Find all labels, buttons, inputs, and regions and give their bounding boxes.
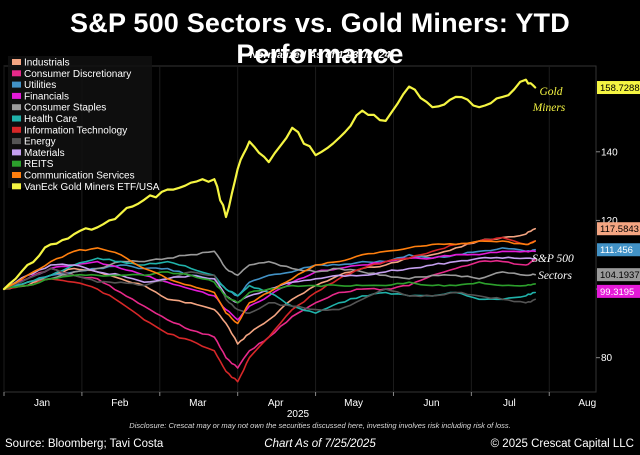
annotation-sp500-line1: S&P 500 <box>532 253 574 265</box>
series-line-consumer-staples <box>3 250 536 290</box>
legend-label: REITS <box>24 159 54 170</box>
end-label-box <box>597 268 640 282</box>
x-tick-label: Jun <box>423 398 439 409</box>
legend-swatch <box>12 160 21 167</box>
disclosure-text: Disclosure: Crescat may or may not own t… <box>129 421 511 430</box>
footer-as-of: Chart As of 7/25/2025 <box>264 438 376 450</box>
y-tick-label: 80 <box>601 353 613 364</box>
x-tick-label: May <box>344 398 363 409</box>
legend-swatch <box>12 183 21 190</box>
legend-swatch <box>12 92 21 99</box>
legend-swatch <box>12 149 21 156</box>
series-line-reits <box>3 271 536 304</box>
x-tick-label: Mar <box>189 398 207 409</box>
series-line-information-technology <box>3 236 536 383</box>
legend-label: Health Care <box>24 114 78 125</box>
chart-title: S&P 500 Sectors vs. Gold Miners: YTD Per… <box>70 8 570 69</box>
x-tick-label: Jul <box>503 398 516 409</box>
annotation-gold-line1: Gold <box>540 86 563 98</box>
series-line-energy <box>3 267 536 314</box>
series-line-materials <box>3 256 536 304</box>
x-tick-label: Aug <box>578 398 596 409</box>
legend-swatch <box>12 115 21 122</box>
end-label-box <box>597 222 640 236</box>
legend-label: Energy <box>24 137 56 148</box>
legend-swatch <box>12 59 21 65</box>
x-tick-label: Jan <box>34 398 50 409</box>
end-label-box <box>597 284 640 298</box>
legend-label: VanEck Gold Miners ETF/USA <box>24 182 160 193</box>
end-label-text: 158.7288 <box>600 83 640 94</box>
y-tick-label: 140 <box>601 147 618 158</box>
x-tick-label: Apr <box>268 398 284 409</box>
chart-subtitle: Normalized As of 12/31/2024 <box>249 49 391 61</box>
footer-copyright: © 2025 Crescat Capital LLC <box>490 438 634 450</box>
legend-label: Communication Services <box>24 171 135 182</box>
legend-label: Materials <box>24 148 65 159</box>
end-label-text: 117.5843 <box>600 224 639 235</box>
legend-label: Consumer Staples <box>24 103 106 114</box>
legend-label: Utilities <box>24 80 56 91</box>
series-line-communication-services <box>3 240 536 325</box>
legend-label: Industrials <box>24 58 70 69</box>
legend-label: Consumer Discretionary <box>24 69 131 80</box>
end-labels: 158.7288 117.5843 111.456 104.1937 99.3195 <box>597 81 640 298</box>
series-line-consumer-discretionary <box>3 259 536 369</box>
series-line-financials <box>3 250 536 321</box>
x-axis-label: 2025 <box>287 409 310 420</box>
annotation-gold-line2: Miners <box>532 102 566 114</box>
end-label-text: 99.3195 <box>600 287 634 298</box>
legend-swatch <box>12 70 21 77</box>
legend-swatch <box>12 104 21 111</box>
legend-swatch <box>12 172 21 178</box>
y-tick-label: 120 <box>601 216 618 227</box>
legend-swatch <box>12 126 21 133</box>
end-label-text: 104.1937 <box>600 270 640 281</box>
annotations: Gold Miners S&P 500 Sectors <box>532 86 574 282</box>
x-tick-label: Feb <box>111 398 129 409</box>
footer-source: Source: Bloomberg; Tavi Costa <box>5 438 164 450</box>
end-label-text: 111.456 <box>600 245 633 256</box>
legend-label: Financials <box>24 91 69 102</box>
legend-swatch <box>12 138 21 145</box>
legend-swatch <box>12 81 21 88</box>
x-axis: Jan Feb Mar Apr May Jun Jul Aug 2025 <box>3 392 596 420</box>
series-line-vaneck-gold-miners-etf-usa <box>2 78 537 291</box>
legend-label: Information Technology <box>24 125 127 136</box>
series-layer <box>2 78 537 383</box>
annotation-sp500-line2: Sectors <box>538 270 572 282</box>
end-label-box <box>597 243 640 257</box>
legend-box <box>8 56 152 188</box>
end-label-box <box>597 81 640 95</box>
